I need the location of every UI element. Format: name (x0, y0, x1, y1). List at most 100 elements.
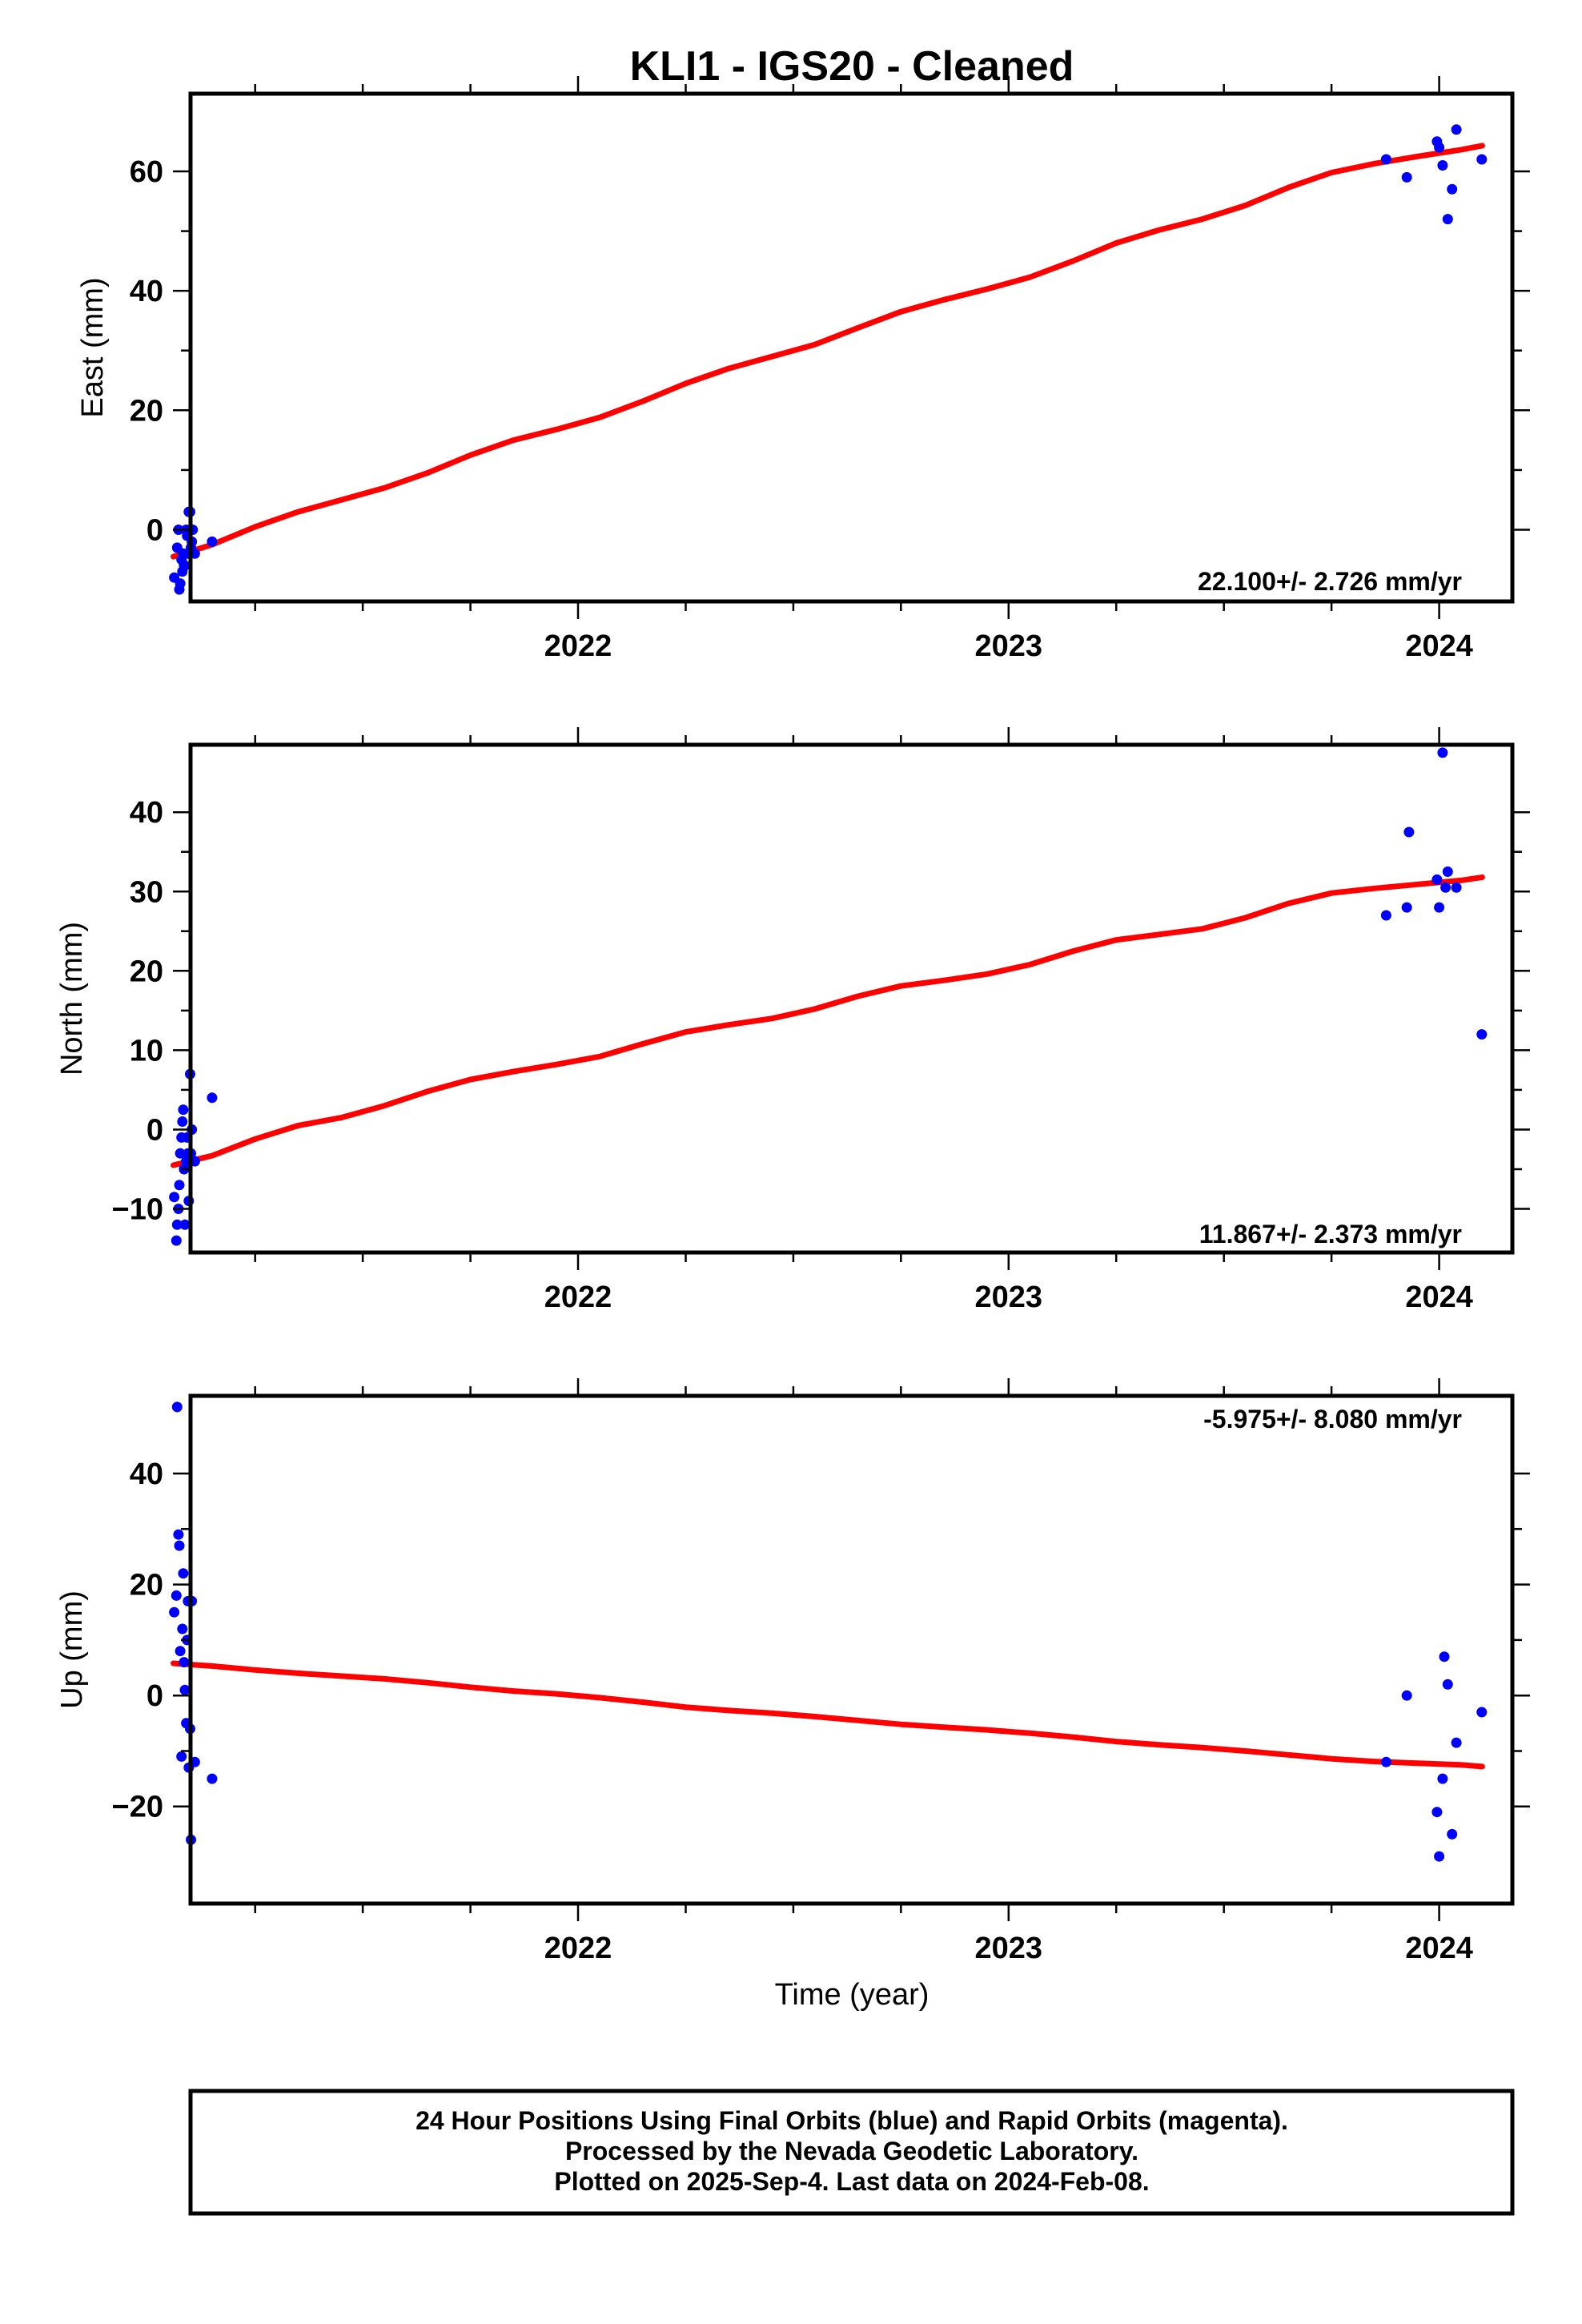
east-x-tick-label: 2023 (975, 629, 1043, 663)
up-data-point (169, 1606, 180, 1618)
up-data-point (1447, 1828, 1458, 1839)
north-panel: 2022 2023 2024 −10 0 10 20 30 40 North (mm) 11.8… (55, 727, 1530, 1314)
east-data-point (1442, 214, 1453, 225)
up-data-point (176, 1751, 187, 1762)
up-data-point (171, 1401, 183, 1413)
up-data-point (177, 1623, 188, 1634)
up-data-point (178, 1568, 189, 1579)
up-panel-frame (188, 1393, 1515, 1906)
up-data-point (1434, 1851, 1445, 1862)
north-y-tick-label: 40 (130, 796, 163, 830)
north-data-point (1401, 902, 1412, 913)
north-x-tick-label: 2024 (1405, 1281, 1473, 1314)
north-data-point (1431, 874, 1443, 885)
up-x-tick-label: 2023 (975, 1932, 1043, 1965)
east-x-tick-label: 2024 (1405, 629, 1473, 663)
up-data-point (1431, 1807, 1443, 1818)
up-y-tick-label: 40 (130, 1458, 163, 1491)
east-panel-frame (188, 91, 1515, 604)
north-data-point (171, 1219, 183, 1230)
up-data-point (207, 1773, 218, 1784)
up-trend-line (171, 1660, 1485, 1770)
up-y-tick-label: 0 (147, 1679, 163, 1713)
east-panel-ticks: 2022 2023 2024 0 20 40 60 (130, 76, 1530, 663)
north-data-point (1403, 826, 1415, 838)
east-y-tick-label: 20 (130, 394, 163, 428)
up-data-point (1437, 1773, 1448, 1784)
east-trend-line (171, 143, 1485, 560)
north-data-point (1440, 882, 1452, 893)
north-panel-ticks: 2022 2023 2024 −10 0 10 20 30 40 (112, 727, 1530, 1314)
east-data-point (1437, 160, 1448, 171)
footer-line-2: Processed by the Nevada Geodetic Laborat… (565, 2137, 1138, 2165)
north-data-point (177, 1116, 188, 1127)
north-data-point (207, 1092, 218, 1104)
north-data-point (1451, 882, 1462, 893)
north-data-point (1476, 1029, 1488, 1040)
north-data-point (171, 1235, 182, 1246)
north-panel-frame (188, 742, 1515, 1255)
north-data-point (178, 1104, 189, 1116)
up-data-point (1451, 1737, 1462, 1748)
up-data-point (1442, 1679, 1453, 1690)
east-data-point (1401, 171, 1412, 183)
up-axis-label: Up (mm) (55, 1590, 89, 1709)
north-x-tick-label: 2023 (975, 1281, 1043, 1314)
north-y-tick-label: 30 (130, 875, 163, 909)
up-data-point (1401, 1690, 1412, 1701)
north-x-tick-label: 2022 (544, 1281, 612, 1314)
up-x-tick-label: 2024 (1405, 1932, 1473, 1965)
east-x-tick-label: 2022 (544, 629, 612, 663)
up-data-point (171, 1590, 182, 1601)
east-y-tick-label: 0 (147, 514, 163, 548)
east-data-point (1380, 154, 1391, 165)
east-data-point (175, 578, 186, 589)
up-data-point (175, 1646, 186, 1657)
east-data-point (207, 536, 218, 547)
north-data-point (1442, 866, 1453, 877)
up-y-tick-label: −20 (112, 1791, 163, 1824)
up-data-point (173, 1529, 184, 1540)
time-axis-label: Time (year) (775, 1978, 930, 2012)
up-data-point (1380, 1756, 1391, 1767)
north-data-point (174, 1180, 185, 1191)
up-panel: 2022 2023 2024 −20 0 20 40 Up (mm) -5.975+/- 8… (55, 1378, 1530, 2012)
east-panel-marks (169, 124, 1488, 595)
up-x-tick-label: 2022 (544, 1932, 612, 1965)
east-y-tick-label: 40 (130, 275, 163, 308)
north-y-tick-label: 20 (130, 955, 163, 988)
plot-title: KLI1 - IGS20 - Cleaned (630, 43, 1074, 90)
footer-box: 24 Hour Positions Using Final Orbits (bl… (188, 2089, 1515, 2216)
up-data-point (1476, 1707, 1488, 1718)
north-trend-line (171, 874, 1485, 1168)
east-axis-label: East (mm) (76, 277, 110, 417)
east-y-tick-label: 60 (130, 155, 163, 189)
footer-frame (188, 2089, 1515, 2216)
up-data-point (174, 1540, 185, 1551)
up-data-point (179, 1657, 190, 1668)
east-data-point (1451, 124, 1462, 135)
up-data-point (179, 1684, 191, 1695)
north-data-point (169, 1192, 180, 1203)
footer-line-1: 24 Hour Positions Using Final Orbits (bl… (416, 2106, 1288, 2135)
north-y-tick-label: −10 (112, 1193, 163, 1227)
north-data-point (1434, 902, 1445, 913)
up-data-point (1439, 1651, 1450, 1663)
north-data-point (175, 1148, 186, 1159)
up-panel-ticks: 2022 2023 2024 −20 0 20 40 (112, 1378, 1530, 1965)
footer-line-3: Plotted on 2025-Sep-4. Last data on 2024… (554, 2167, 1149, 2196)
up-y-tick-label: 20 (130, 1569, 163, 1602)
east-data-point (1434, 142, 1445, 153)
north-axis-label: North (mm) (55, 922, 89, 1076)
east-data-point (1447, 183, 1458, 195)
north-data-point (179, 1219, 191, 1230)
north-data-point (1437, 747, 1448, 758)
up-panel-marks (169, 1401, 1488, 1862)
north-y-tick-label: 10 (130, 1034, 163, 1068)
east-data-point (1476, 154, 1488, 165)
north-y-tick-label: 0 (147, 1114, 163, 1148)
east-panel: 2022 2023 2024 0 20 40 60 East (mm) 22.100+/- … (76, 76, 1530, 663)
east-data-point (179, 560, 191, 571)
